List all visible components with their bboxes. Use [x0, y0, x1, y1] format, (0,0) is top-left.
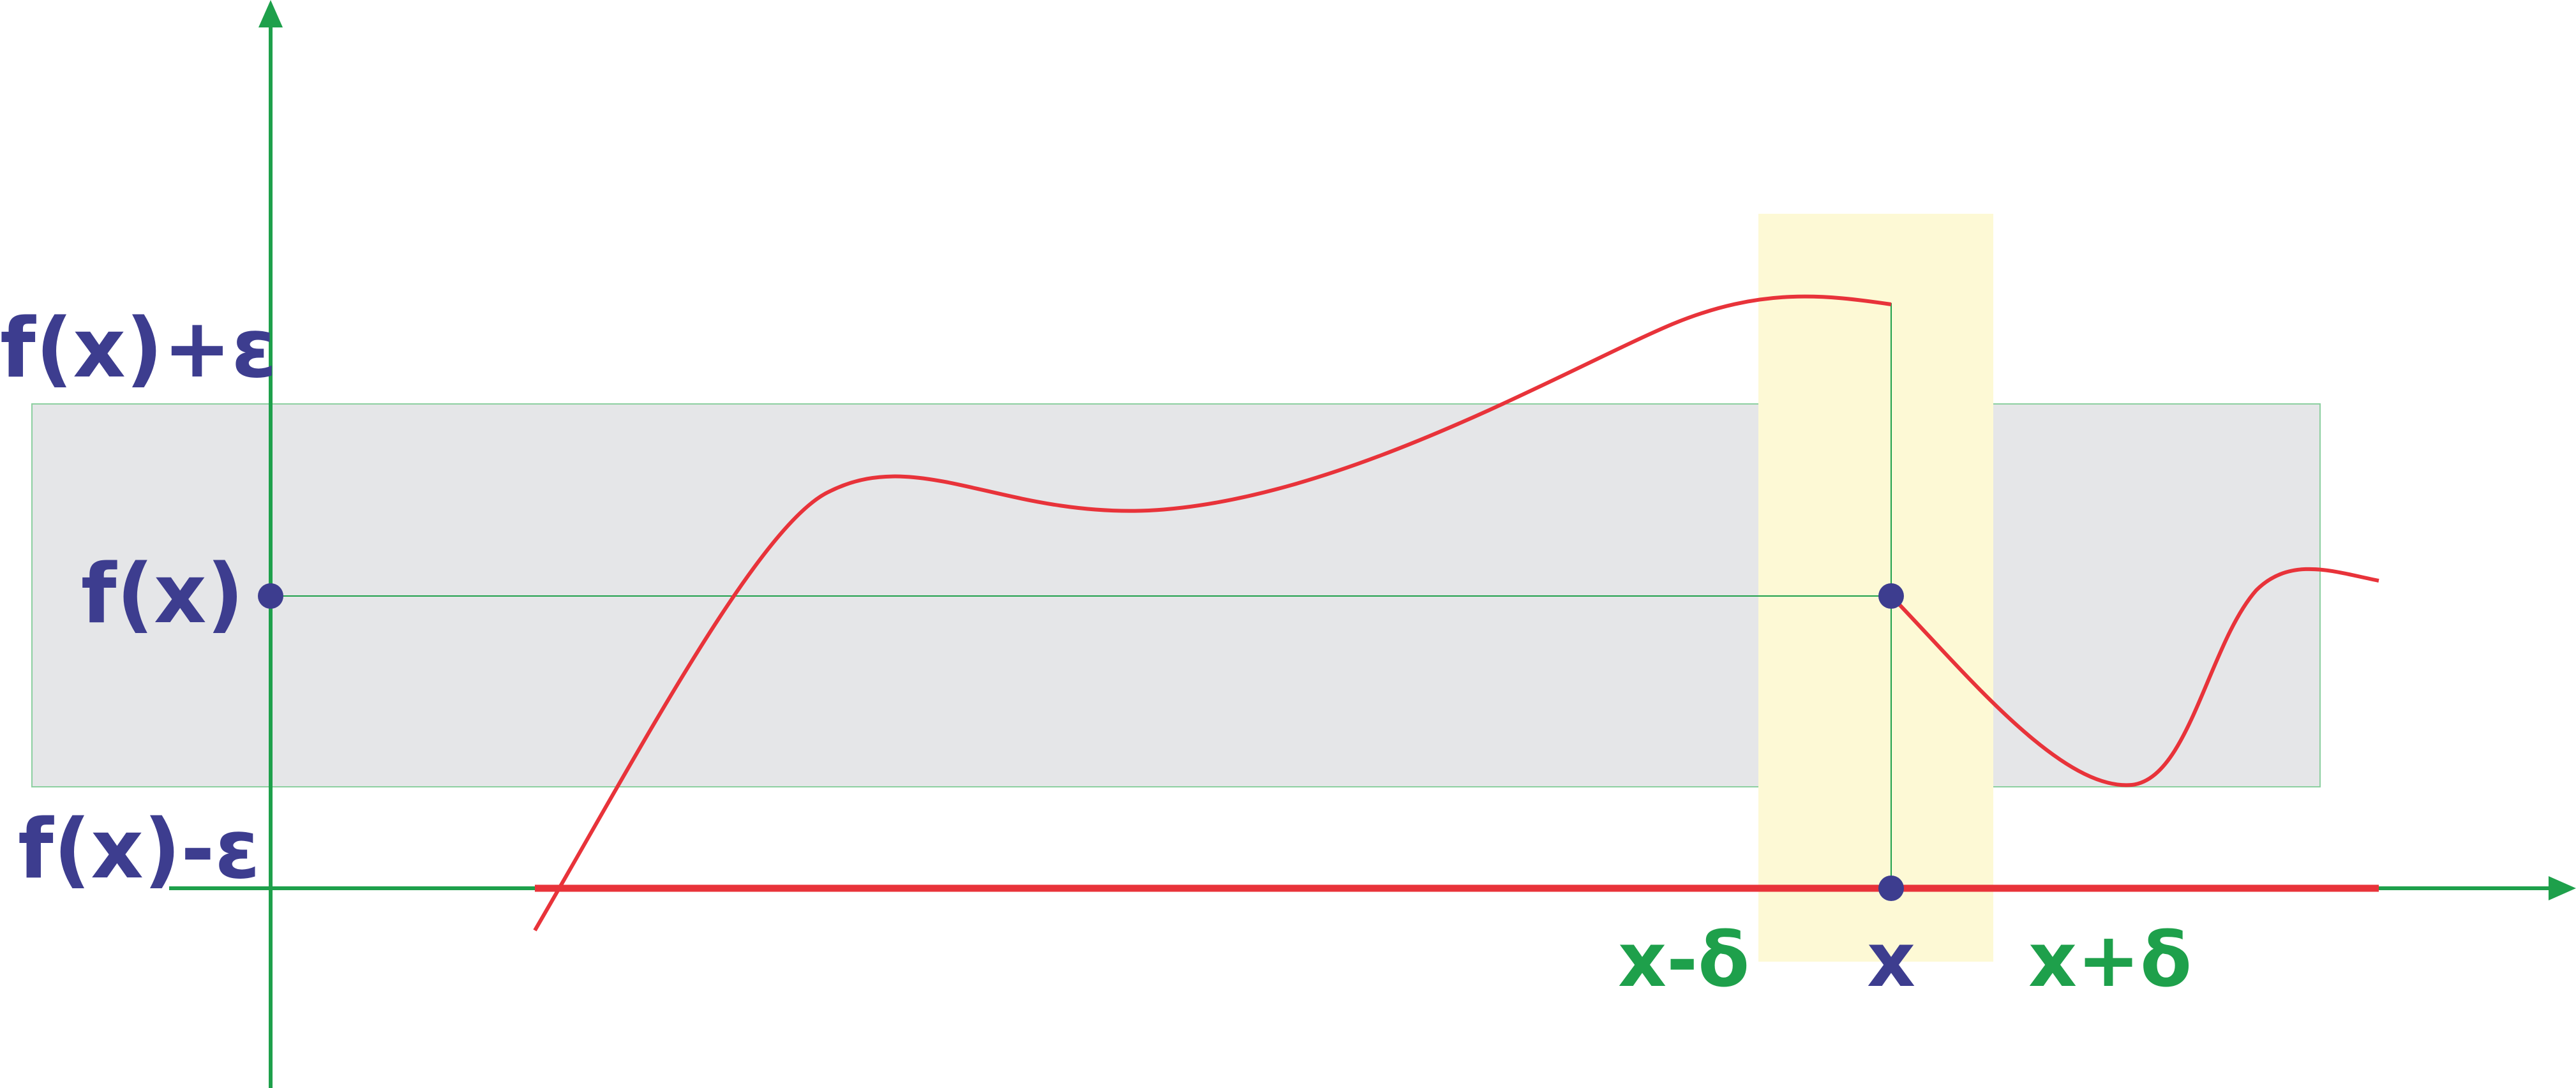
label-x-plus-delta: x+δ — [2028, 916, 2192, 1004]
point-fx-on-y-axis — [258, 583, 283, 609]
label-x-minus-delta: x-δ — [1618, 916, 1749, 1004]
label-f-x-minus-epsilon: f(x)-ε — [18, 802, 260, 897]
point-x-on-x-axis — [1878, 876, 1904, 901]
label-x: x — [1867, 916, 1915, 1004]
point-x-fx — [1878, 583, 1904, 609]
function-curve-left-branch — [533, 294, 1892, 932]
delta-band — [1758, 214, 1993, 962]
label-f-x: f(x) — [81, 547, 244, 642]
function-curve-right-branch — [1889, 567, 2379, 787]
x-axis-arrowhead — [2549, 876, 2576, 900]
y-axis-arrowhead — [258, 0, 283, 27]
label-f-x-plus-epsilon: f(x)+ε — [0, 301, 277, 396]
